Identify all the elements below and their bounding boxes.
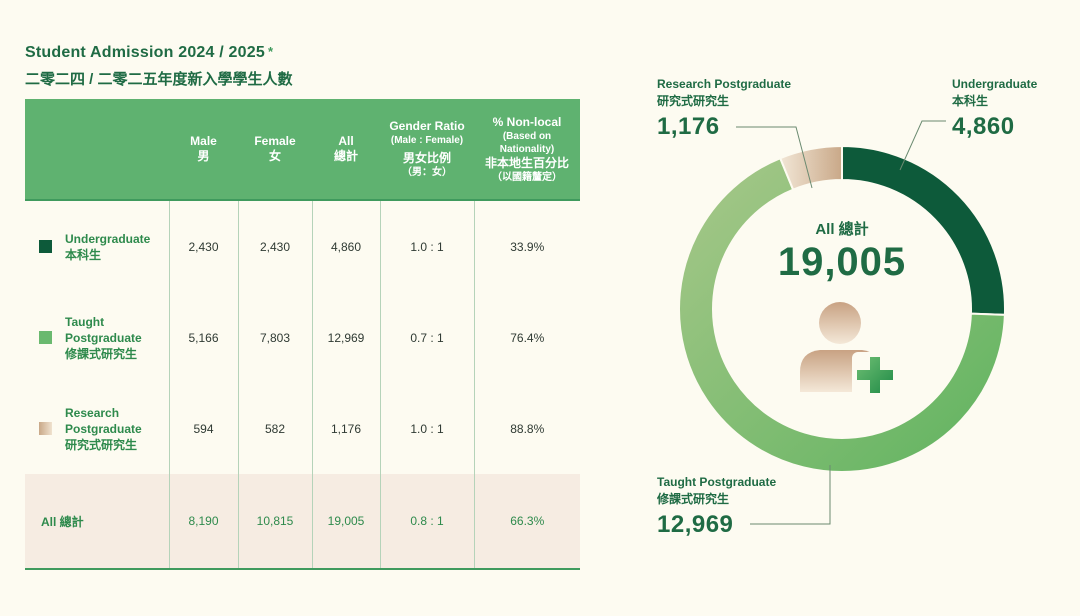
cell-all: 12,969	[311, 292, 380, 383]
header-non-local: % Non-local (Based on Nationality) 非本地生百分比…	[474, 99, 580, 200]
donut-center-label: All 總計	[815, 221, 869, 238]
table-total-row: All 總計 8,190 10,815 19,005 0.8 : 1 66.3%	[25, 474, 580, 569]
total-female: 10,815	[237, 474, 312, 569]
swatch-research-postgraduate	[39, 422, 52, 435]
cell-nonlocal: 88.8%	[473, 383, 580, 474]
table-row: Research Postgraduate 研究式研究生 594 582 1,176…	[25, 383, 580, 474]
table-row: Taught Postgraduate 修課式研究生 5,166 7,803 12,…	[25, 292, 580, 383]
cell-male: 5,166	[168, 292, 238, 383]
header-category	[25, 99, 169, 200]
cell-male: 2,430	[168, 199, 238, 292]
total-label: All 總計	[41, 514, 84, 529]
header-all: All 總計	[312, 99, 380, 200]
slice-taught-postgraduate	[678, 156, 1006, 473]
cell-all: 4,860	[311, 199, 380, 292]
callout-taught: Taught Postgraduate 修課式研究生 12,969	[657, 475, 777, 538]
cell-nonlocal: 33.9%	[473, 199, 580, 292]
admission-table: Male 男 Female 女 All 總計 Gender Ratio (Male : …	[25, 99, 580, 570]
swatch-taught-postgraduate	[39, 331, 52, 344]
callout-research: Research Postgraduate 研究式研究生 1,176	[657, 77, 792, 140]
title-en: Student Admission 2024 / 2025 *	[25, 44, 274, 61]
header-gender-ratio: Gender Ratio (Male : Female) 男女比例 （男：女）	[380, 99, 474, 200]
donut-chart	[678, 120, 1006, 525]
cell-nonlocal: 76.4%	[473, 292, 580, 383]
cell-all: 1,176	[311, 383, 380, 474]
total-ratio: 0.8 : 1	[379, 474, 474, 569]
table-row: Undergraduate 本科生 2,430 2,430 4,860 1.0 :…	[25, 199, 580, 292]
cell-female: 7,803	[237, 292, 312, 383]
total-male: 8,190	[168, 474, 238, 569]
page-title: Student Admission 2024 / 2025 * 二零二四 / 二零…	[25, 44, 293, 89]
total-all: 19,005	[311, 474, 380, 569]
person-add-icon	[800, 302, 898, 398]
swatch-undergraduate	[39, 240, 52, 253]
header-female: Female 女	[238, 99, 312, 200]
row-label: Undergraduate 本科生	[25, 231, 169, 263]
row-label: Research Postgraduate 研究式研究生	[25, 405, 169, 453]
leader-taught	[750, 465, 831, 525]
cell-ratio: 1.0 : 1	[379, 383, 474, 474]
cell-female: 2,430	[237, 199, 312, 292]
title-mark: *	[267, 44, 274, 59]
header-male: Male 男	[169, 99, 238, 200]
cell-ratio: 0.7 : 1	[379, 292, 474, 383]
leader-research	[736, 126, 813, 189]
total-nonlocal: 66.3%	[473, 474, 580, 569]
cell-male: 594	[168, 383, 238, 474]
donut-center-value: 19,005	[777, 240, 907, 284]
cell-female: 582	[237, 383, 312, 474]
table-header-row: Male 男 Female 女 All 總計 Gender Ratio (Male : …	[25, 99, 580, 200]
callout-undergrad: Undergraduate 本科生 4,860	[952, 77, 1038, 140]
leader-undergrad	[899, 120, 946, 171]
row-label: Taught Postgraduate 修課式研究生	[25, 314, 169, 362]
cell-ratio: 1.0 : 1	[379, 199, 474, 292]
title-zh: 二零二四 / 二零二五年度新入學學生人數	[25, 71, 293, 88]
slice-research-postgraduate	[778, 144, 843, 191]
